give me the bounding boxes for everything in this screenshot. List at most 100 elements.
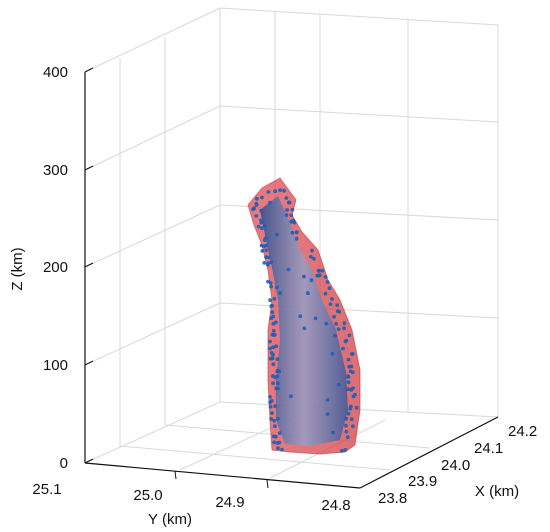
volume-point: [323, 291, 328, 296]
volume-point: [344, 429, 349, 434]
volume-point: [346, 387, 350, 392]
volume-point: [259, 220, 264, 225]
volume-point: [289, 394, 293, 399]
volume-point: [260, 226, 264, 231]
volume-point: [294, 236, 299, 241]
volume-point: [310, 248, 314, 253]
volume-point: [351, 424, 355, 429]
volume-point: [286, 267, 291, 272]
volume-point: [348, 406, 352, 411]
volume-point: [343, 339, 348, 344]
volume-point: [349, 417, 354, 422]
volume-point: [344, 423, 348, 428]
x-axis-label: X (km): [475, 483, 519, 500]
volume-point: [271, 352, 275, 357]
volume-point: [273, 424, 277, 428]
volume-point: [271, 381, 275, 386]
volume-point: [266, 255, 271, 260]
volume-point: [336, 327, 341, 332]
volume-point: [347, 333, 352, 338]
volume-point: [292, 220, 297, 225]
volume-point: [271, 321, 276, 326]
volume-point: [330, 297, 334, 301]
volume-point: [271, 362, 276, 367]
volume-point: [277, 369, 281, 374]
volume-point: [289, 219, 294, 224]
x-tick-label: 24.0: [441, 457, 470, 474]
z-tick-label: 0: [60, 455, 68, 472]
volume-point: [294, 230, 299, 235]
y-tick-label: 24.8: [321, 497, 350, 514]
volume-point: [273, 189, 277, 194]
volume-point: [272, 418, 277, 423]
volume-point: [276, 381, 280, 386]
volume-point: [282, 188, 286, 193]
volume-points: [251, 188, 359, 453]
volume-point: [274, 386, 279, 391]
volume-point: [272, 296, 277, 301]
volume-point: [277, 431, 282, 435]
volume-point: [342, 326, 346, 331]
grid-back-left: [84, 7, 221, 446]
volume-point: [271, 345, 275, 350]
volume-point: [273, 404, 277, 409]
y-axis-label: Y (km): [148, 511, 192, 528]
volume-point: [298, 314, 303, 319]
volume-point: [340, 449, 344, 453]
volume-point: [269, 399, 274, 403]
volume-point: [327, 286, 332, 291]
volume-point: [256, 224, 261, 229]
z-axis-label: Z (km): [9, 247, 26, 290]
volume-point: [259, 243, 264, 248]
z-tick-label: 200: [43, 259, 68, 276]
volume-point: [271, 434, 276, 439]
volume-body: [247, 177, 361, 455]
volume-point: [271, 328, 276, 333]
volume-point: [268, 404, 273, 409]
volume-point: [272, 333, 277, 337]
volume-point: [268, 346, 272, 351]
volume-point: [271, 314, 276, 319]
volume-point: [345, 435, 350, 439]
volume-point: [316, 273, 321, 278]
volume-point: [341, 346, 345, 351]
volume-point: [262, 261, 267, 265]
y-tick-label: 24.9: [215, 494, 244, 511]
volume-point: [274, 285, 279, 290]
volume-point: [335, 309, 340, 313]
volume-point: [277, 440, 282, 445]
y-tick-label: 25.0: [133, 487, 162, 504]
volume-point: [289, 213, 294, 218]
volume-point: [280, 447, 284, 452]
volume-point: [344, 416, 349, 421]
volume-point: [349, 352, 354, 356]
z-tick-label: 400: [43, 64, 68, 81]
volume-point: [251, 207, 255, 212]
volume-point: [254, 214, 259, 218]
volume-point: [275, 417, 280, 421]
volume-point: [270, 411, 274, 415]
volume-point: [351, 394, 356, 399]
volume-point: [269, 417, 274, 421]
volume-point: [309, 278, 314, 283]
volume-point: [320, 268, 325, 273]
x-tick-label: 24.2: [508, 423, 537, 440]
volume-point: [265, 262, 270, 267]
y-axis-line: [84, 462, 361, 489]
volume-point: [335, 303, 340, 308]
volume-point: [350, 370, 355, 375]
x-tick-label: 24.1: [474, 440, 503, 457]
volume-point: [269, 284, 273, 289]
volume-point: [346, 411, 351, 416]
volume-point: [346, 380, 351, 385]
volume-point: [272, 440, 276, 445]
volume-point: [324, 321, 329, 326]
volume-point: [270, 310, 275, 315]
volume-point: [312, 256, 316, 261]
volume-point: [274, 344, 279, 349]
volume-point: [266, 190, 271, 194]
volume-point: [254, 201, 259, 206]
volume-point: [285, 208, 289, 212]
volume-point: [331, 430, 335, 435]
